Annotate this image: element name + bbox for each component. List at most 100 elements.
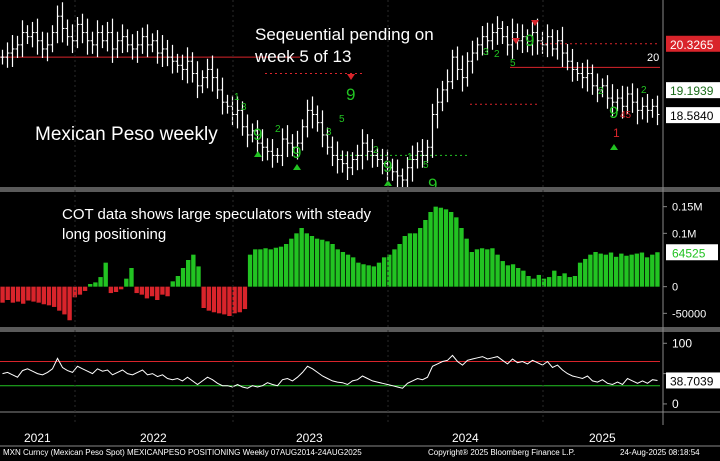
cot-bar <box>31 286 36 302</box>
x-tick-label: 2023 <box>296 431 323 445</box>
buy-arrow-icon <box>293 164 301 170</box>
cot-bar <box>186 260 191 287</box>
cot-bar <box>206 286 212 311</box>
td-setup-count: 3 <box>241 102 247 113</box>
cot-y-tick-label: 0 <box>672 282 678 294</box>
cot-bar <box>67 286 72 321</box>
cot-annotation-line: long positioning <box>62 226 166 243</box>
cot-bar <box>392 249 397 287</box>
cot-bar <box>108 286 114 294</box>
price-tag-box <box>666 107 720 124</box>
cot-bar <box>505 265 511 287</box>
cot-bar <box>211 286 217 313</box>
cot-bar <box>335 249 340 287</box>
cot-bar <box>433 206 438 287</box>
cot-bar <box>165 286 170 297</box>
cot-bar <box>36 286 41 303</box>
cot-bar <box>51 286 57 307</box>
cot-bar <box>309 236 315 287</box>
sequential-annotation: Seqeuential pending on week 5 of 13 <box>254 25 434 66</box>
cot-bar <box>247 254 253 287</box>
cot-bar <box>634 253 639 287</box>
cot-bar <box>495 254 500 287</box>
cot-bar <box>10 286 16 303</box>
cot-bar <box>180 268 186 287</box>
cot-bar <box>619 253 624 287</box>
x-axis: 2021 2022 2023 2024 2025 <box>0 411 720 461</box>
cot-bar <box>387 254 392 287</box>
td-setup-count: 3 <box>326 127 332 138</box>
cot-bar <box>381 257 387 287</box>
buy-arrow-icon <box>610 144 618 150</box>
cot-bar <box>320 239 325 287</box>
cot-bar <box>57 286 62 311</box>
cot-bar <box>175 276 181 287</box>
cot-bar <box>93 282 98 287</box>
cot-bar <box>366 265 371 287</box>
cot-bar <box>103 262 108 287</box>
cot-bar <box>160 286 165 295</box>
osc-series-line <box>2 354 658 389</box>
buy-arrow-icon <box>254 151 262 157</box>
cot-bar <box>304 233 309 287</box>
cot-bar <box>77 286 83 295</box>
cot-bar <box>242 286 248 310</box>
x-tick-label: 2021 <box>24 431 51 445</box>
cot-bar <box>129 268 134 287</box>
cot-bar <box>577 262 583 287</box>
footer-timestamp: 24-Aug-2025 08:18:54 <box>620 448 700 457</box>
cot-bar <box>552 270 557 287</box>
price-tag-label: 19.1939 <box>670 84 714 98</box>
cot-bar <box>531 278 536 287</box>
cot-bar <box>639 252 645 287</box>
cot-y-tick-label: -50000 <box>672 308 706 320</box>
cot-bar <box>82 286 88 291</box>
cot-bar <box>340 252 346 287</box>
cot-bar <box>443 209 449 287</box>
cot-bar <box>593 252 598 287</box>
cot-bar <box>526 276 531 287</box>
cot-bar <box>134 286 139 294</box>
x-tick-label: 2022 <box>140 431 167 445</box>
cot-bar <box>196 266 201 287</box>
cot-bar <box>474 249 480 287</box>
cot-bar <box>655 252 660 287</box>
cot-bar <box>490 248 495 287</box>
cot-bar <box>118 286 124 290</box>
oscillator-panel: 100 0 38.7039 <box>0 336 720 411</box>
cot-last-value-box <box>666 244 718 261</box>
cot-bar <box>268 249 273 287</box>
cot-bar <box>201 286 206 308</box>
cot-bar <box>583 258 588 287</box>
cot-bar <box>155 286 160 300</box>
sequential-annotation-line: week 5 of 13 <box>254 47 351 66</box>
cot-bar <box>650 254 655 287</box>
cot-bar <box>191 254 196 287</box>
panel-separator <box>0 327 720 332</box>
td-setup-count: 5 <box>510 58 516 69</box>
cot-bar <box>15 286 21 302</box>
td-setup-count: 2 <box>494 49 500 60</box>
price-tag-label: 20.3265 <box>670 38 714 52</box>
cot-bar <box>46 286 52 306</box>
price-chart-title: Mexican Peso weekly <box>35 124 218 145</box>
cot-bar <box>536 274 542 287</box>
td-setup-count: 5 <box>423 160 429 171</box>
cot-bar <box>510 264 516 287</box>
cot-bar <box>299 228 304 287</box>
cot-bar <box>448 212 454 287</box>
sell-arrow-icon <box>512 38 520 44</box>
buy-arrow-icon <box>384 180 392 186</box>
cot-bar <box>567 277 572 287</box>
footer-copyright: Copyright® 2025 Bloomberg Finance L.P. <box>428 448 575 457</box>
price-tag-box <box>666 35 720 52</box>
cot-bar <box>608 252 614 287</box>
cot-bar <box>557 276 562 287</box>
cot-bar <box>21 286 26 304</box>
cot-bar <box>258 249 263 287</box>
cot-bar <box>521 270 526 287</box>
cot-bar <box>459 228 464 287</box>
cot-last-value-label: 64525 <box>672 246 706 260</box>
footer-source: MXN Curncy (Mexican Peso Spot) MEXICANPE… <box>3 448 362 457</box>
cot-annotation: COT data shows large speculators with st… <box>62 206 372 243</box>
